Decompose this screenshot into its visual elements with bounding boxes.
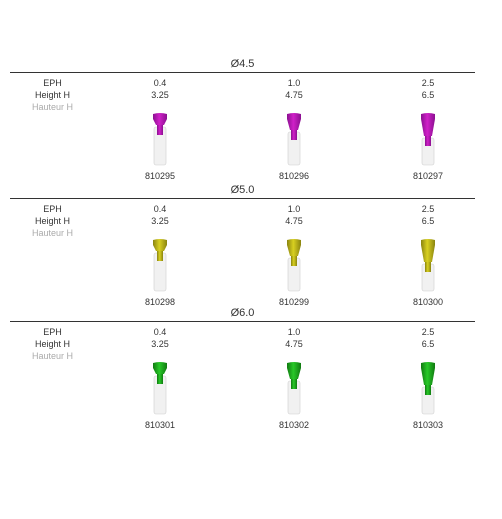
product-column: 2.5 6.5 810297	[388, 77, 468, 181]
height-value: 4.75	[285, 339, 303, 349]
height-label: Height H	[34, 339, 70, 349]
eph-value: 1.0	[287, 204, 301, 214]
product-ref: 810297	[412, 171, 444, 181]
abutment-image	[282, 360, 306, 416]
product-column: 1.0 4.75 810296	[254, 77, 334, 181]
height-value: 6.5	[421, 339, 435, 349]
height-label-fr: Hauteur H	[31, 102, 74, 112]
height-value: 4.75	[285, 90, 303, 100]
product-ref: 810298	[144, 297, 176, 307]
product-ref: 810302	[278, 420, 310, 430]
eph-value: 1.0	[287, 78, 301, 88]
product-ref: 810301	[144, 420, 176, 430]
section-title: Ø4.5	[230, 58, 255, 70]
product-column: 0.4 3.25 810295	[120, 77, 200, 181]
abutment-image	[416, 111, 440, 167]
eph-value: 2.5	[421, 78, 435, 88]
divider	[10, 72, 475, 73]
divider	[10, 321, 475, 322]
eph-value: 0.4	[153, 327, 167, 337]
height-label: Height H	[34, 216, 70, 226]
abutment-image	[148, 237, 172, 293]
eph-value: 2.5	[421, 204, 435, 214]
row-labels: EPH Height H Hauteur H	[10, 326, 95, 362]
product-column: 0.4 3.25 810301	[120, 326, 200, 430]
eph-value: 2.5	[421, 327, 435, 337]
product-column: 2.5 6.5 810300	[388, 203, 468, 307]
height-value: 6.5	[421, 216, 435, 226]
height-label-fr: Hauteur H	[31, 351, 74, 361]
height-value: 3.25	[151, 339, 169, 349]
height-label: Height H	[34, 90, 70, 100]
product-column: 0.4 3.25 810298	[120, 203, 200, 307]
section-d50: Ø5.0 EPH Height H Hauteur H 0.4 3.25 810…	[10, 184, 475, 307]
abutment-image	[416, 237, 440, 293]
height-label-fr: Hauteur H	[31, 228, 74, 238]
product-ref: 810303	[412, 420, 444, 430]
section-d45: Ø4.5 EPH Height H Hauteur H 0.4 3.25 810…	[10, 58, 475, 181]
abutment-image	[282, 111, 306, 167]
divider	[10, 198, 475, 199]
eph-label: EPH	[43, 327, 62, 337]
section-title: Ø6.0	[230, 307, 255, 319]
abutment-image	[148, 111, 172, 167]
eph-label: EPH	[43, 78, 62, 88]
eph-value: 0.4	[153, 78, 167, 88]
abutment-image	[282, 237, 306, 293]
abutment-image	[416, 360, 440, 416]
product-ref: 810296	[278, 171, 310, 181]
eph-label: EPH	[43, 204, 62, 214]
eph-value: 0.4	[153, 204, 167, 214]
height-value: 3.25	[151, 216, 169, 226]
eph-value: 1.0	[287, 327, 301, 337]
row-labels: EPH Height H Hauteur H	[10, 203, 95, 239]
product-column: 2.5 6.5 810303	[388, 326, 468, 430]
height-value: 4.75	[285, 216, 303, 226]
product-column: 1.0 4.75 810302	[254, 326, 334, 430]
product-column: 1.0 4.75 810299	[254, 203, 334, 307]
product-ref: 810300	[412, 297, 444, 307]
section-d60: Ø6.0 EPH Height H Hauteur H 0.4 3.25 810…	[10, 307, 475, 430]
product-ref: 810299	[278, 297, 310, 307]
height-value: 6.5	[421, 90, 435, 100]
row-labels: EPH Height H Hauteur H	[10, 77, 95, 113]
section-title: Ø5.0	[230, 184, 255, 196]
product-ref: 810295	[144, 171, 176, 181]
height-value: 3.25	[151, 90, 169, 100]
abutment-image	[148, 360, 172, 416]
